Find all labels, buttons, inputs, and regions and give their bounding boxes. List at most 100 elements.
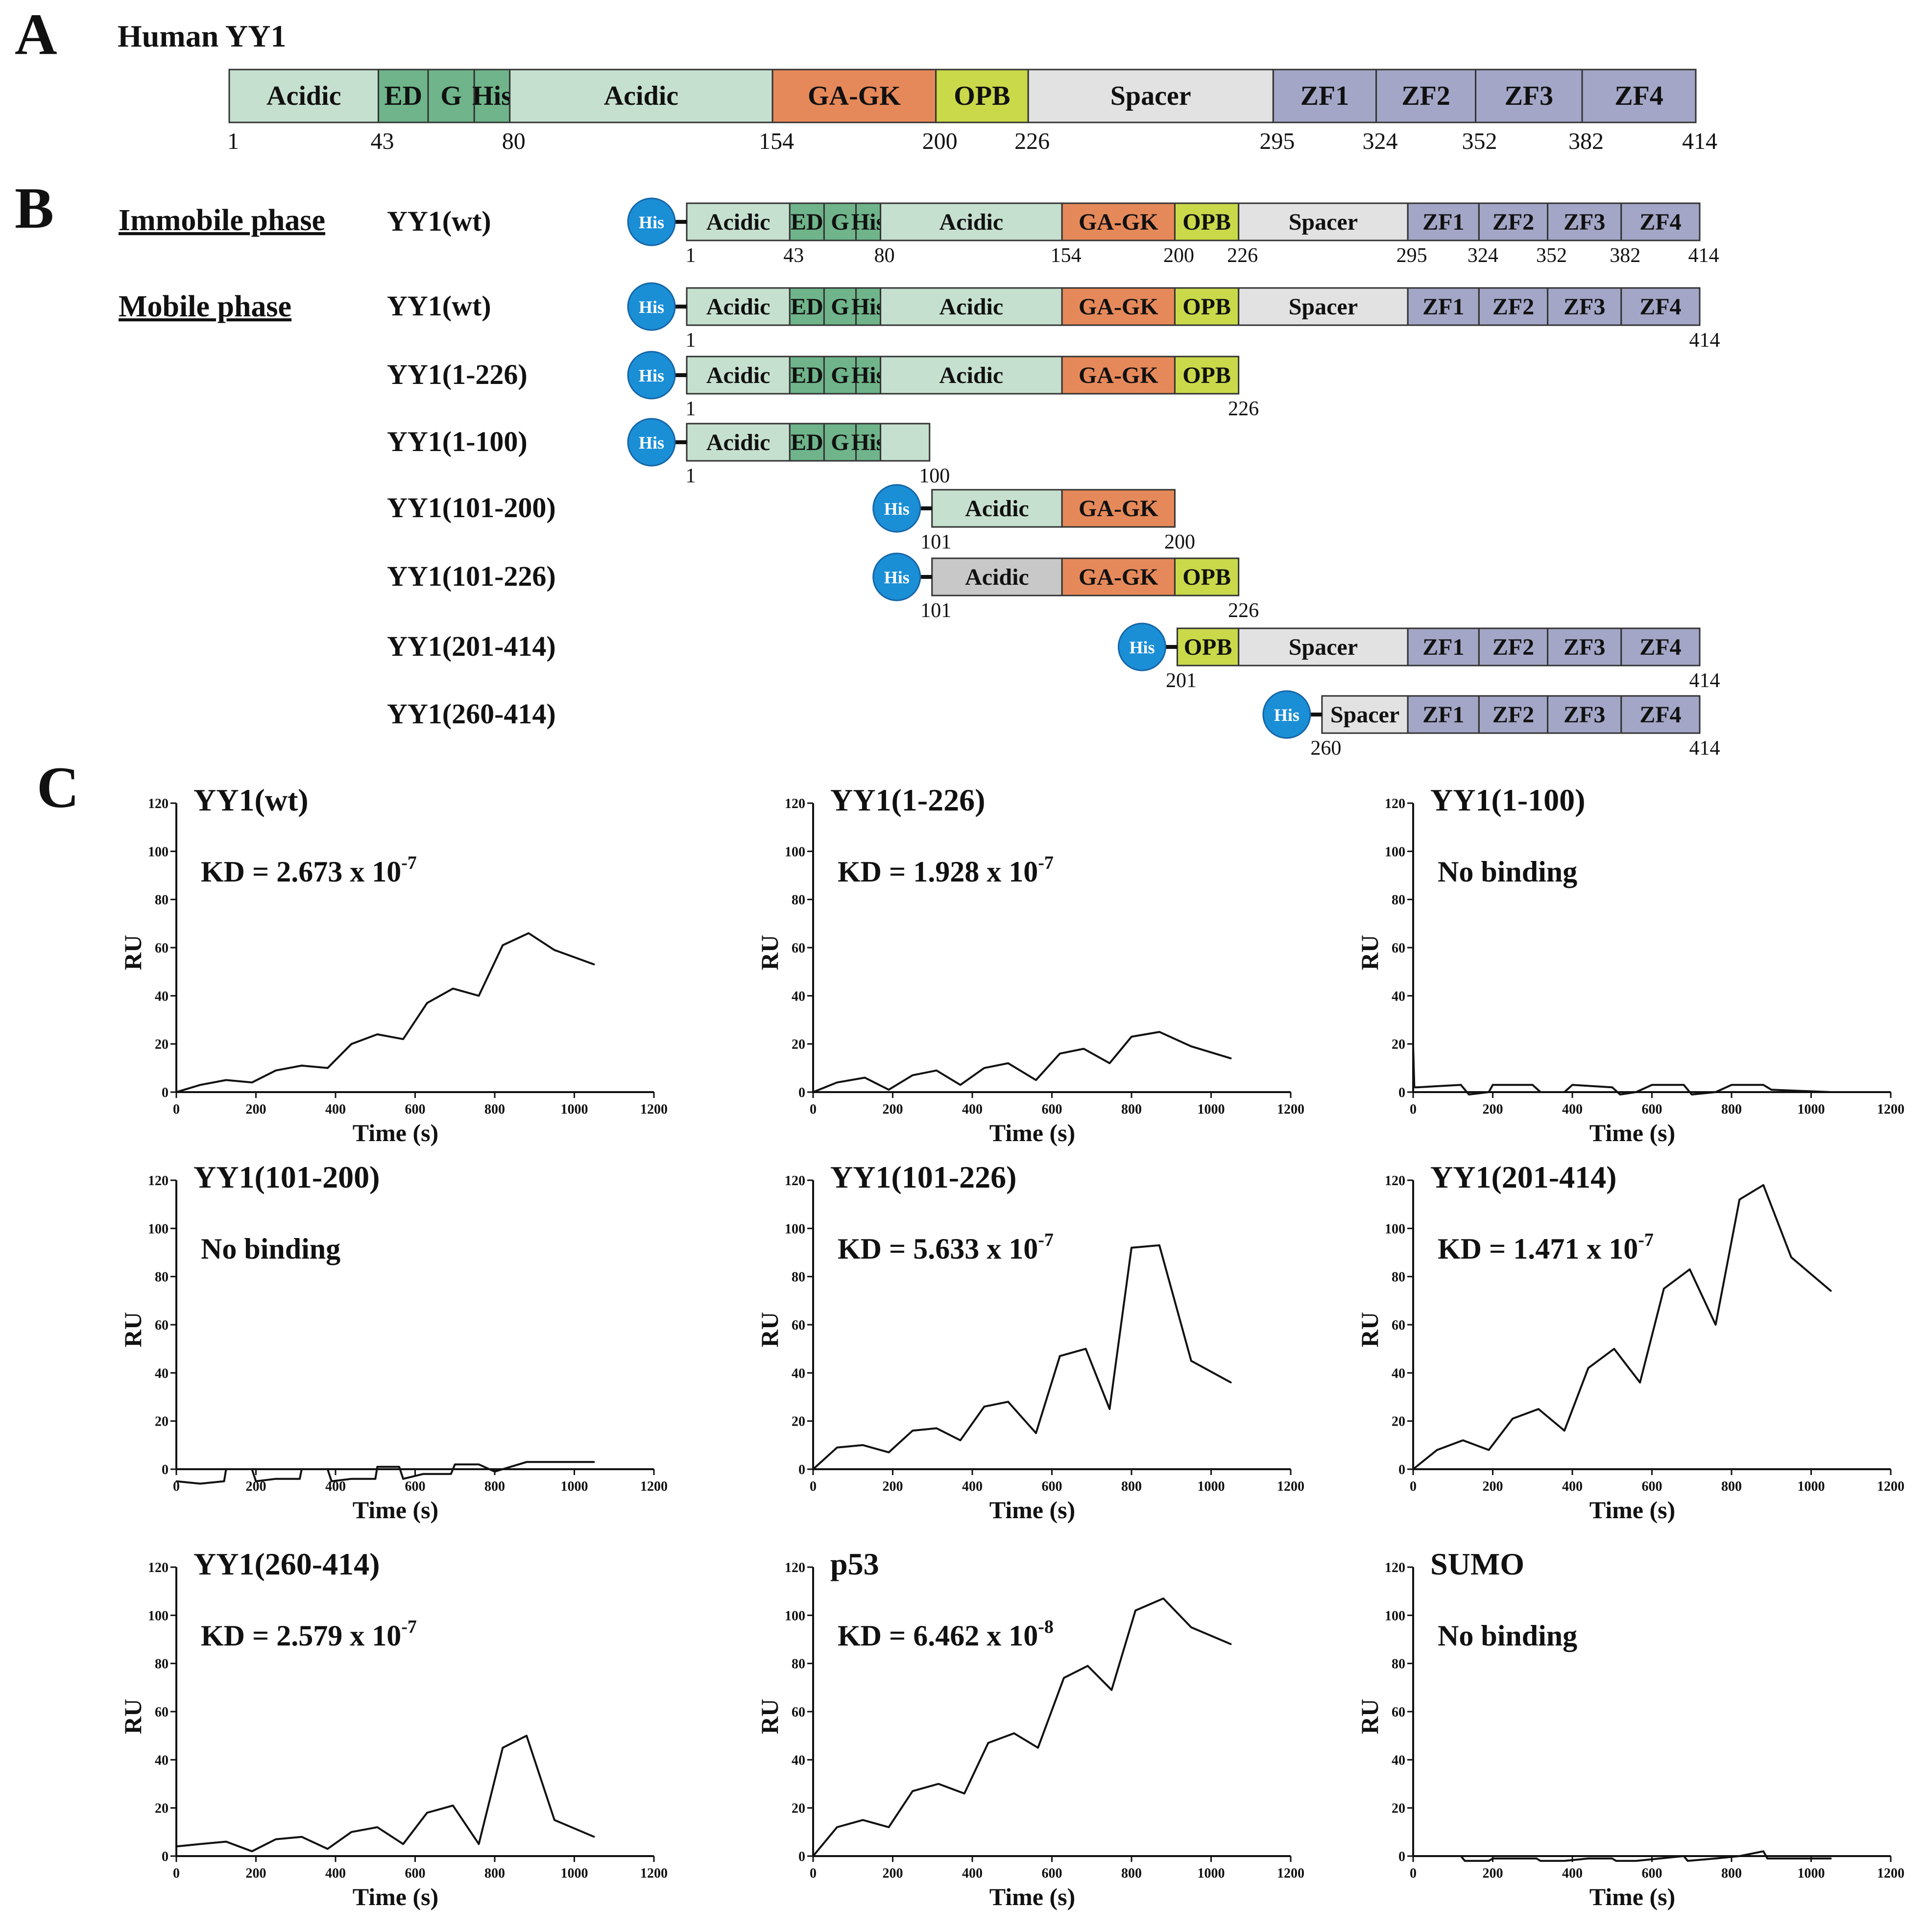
data-point [1230, 1643, 1232, 1645]
data-point [960, 1084, 962, 1086]
y-tick-label: 60 [1392, 1318, 1405, 1333]
data-point [1538, 1408, 1540, 1410]
construct-segment-label: G [831, 294, 849, 320]
data-point [402, 1038, 404, 1040]
construct-segment-label: ZF4 [1639, 702, 1681, 728]
data-point [1412, 1046, 1414, 1048]
y-tick-label: 0 [162, 1462, 169, 1478]
y-tick-label: 120 [148, 796, 169, 811]
x-tick-label: 1000 [1198, 1479, 1225, 1494]
data-point [251, 1468, 253, 1470]
chart-title: p53 [830, 1547, 879, 1581]
kd-annotation: No binding [1438, 856, 1577, 888]
data-point [1460, 1084, 1462, 1086]
data-point [1715, 1324, 1716, 1326]
construct-name: YY1(1-226) [387, 358, 528, 390]
y-tick-label: 120 [148, 1173, 169, 1189]
x-tick-label: 1200 [640, 1866, 668, 1881]
data-point [1488, 1091, 1490, 1093]
x-tick-label: 600 [1042, 1866, 1062, 1881]
construct-segment-label: OPB [1182, 209, 1231, 235]
construct-segment-label: ZF3 [1564, 209, 1605, 235]
construct-start: 201 [1166, 669, 1197, 692]
construct-segment-label: G [831, 362, 849, 388]
x-tick-label: 400 [1562, 1866, 1583, 1881]
chart-title: YY1(wt) [193, 783, 309, 817]
y-tick-label: 20 [155, 1037, 169, 1052]
construct-segment [1061, 202, 1176, 241]
construct-segment [686, 423, 791, 462]
his-tag-icon [1117, 622, 1166, 671]
chart-title: YY1(101-226) [830, 1160, 1016, 1194]
construct-start: 1 [686, 398, 696, 420]
data-point [251, 1850, 253, 1852]
construct-position: 80 [874, 244, 895, 267]
data-point [836, 1826, 838, 1828]
construct-segment-label: Spacer [1330, 702, 1399, 728]
y-tick-label: 0 [798, 1462, 805, 1478]
data-point [478, 1463, 480, 1465]
x-tick-label: 200 [246, 1866, 266, 1881]
y-tick-label: 60 [155, 1318, 169, 1333]
data-point [1512, 1418, 1514, 1420]
domain-block [1027, 69, 1274, 123]
data-point [1110, 1689, 1112, 1691]
data-point [593, 1461, 595, 1463]
construct-segment [686, 287, 791, 326]
x-tick-label: 200 [883, 1479, 903, 1494]
construct-position: 324 [1468, 244, 1498, 267]
x-axis-label: Time (s) [1589, 1119, 1675, 1146]
data-point [502, 944, 504, 946]
construct-segment [880, 202, 1063, 241]
data-point [1588, 1367, 1589, 1369]
construct-segment-label: ZF1 [1422, 702, 1464, 728]
construct-segment-label: ZF2 [1493, 634, 1534, 660]
x-tick-label: 1000 [1798, 1102, 1825, 1117]
kd-exponent: -7 [1038, 853, 1054, 873]
data-point [1035, 1079, 1037, 1081]
x-tick-label: 0 [810, 1102, 817, 1117]
construct-segment-label: His [851, 429, 885, 455]
response-curve [812, 1244, 1232, 1470]
data-point [452, 988, 454, 990]
kd-annotation: KD = 2.579 x 10-7 [201, 1617, 417, 1652]
x-tick-label: 600 [1642, 1102, 1662, 1117]
y-tick-label: 120 [1385, 796, 1405, 811]
construct-segment-label: Acidic [706, 362, 770, 388]
data-point [299, 1478, 301, 1480]
y-tick-label: 60 [155, 941, 169, 956]
y-tick-label: 0 [1398, 1849, 1405, 1864]
data-point [862, 1444, 864, 1446]
data-point [1611, 1858, 1613, 1860]
data-point [938, 1783, 939, 1785]
immobile-phase-label: Immobile phase [119, 204, 325, 237]
construct-segment-label: ZF1 [1422, 209, 1464, 235]
construct-position: 382 [1610, 244, 1640, 267]
y-axis-label: RU [756, 935, 783, 970]
panel-a-title: Human YY1 [118, 19, 286, 53]
data-point [1190, 1360, 1192, 1362]
construct-segment-label: OPB [1184, 634, 1232, 660]
data-point [301, 1836, 303, 1838]
construct-segment [1061, 356, 1176, 395]
construct-segment-label: Acidic [706, 294, 770, 320]
data-point [1830, 1290, 1832, 1292]
x-axis-label: Time (s) [353, 1883, 438, 1910]
x-axis-label: Time (s) [989, 1119, 1075, 1146]
construct-end: 414 [1689, 737, 1720, 760]
x-tick-label: 1200 [1277, 1866, 1304, 1881]
chart-title: YY1(1-100) [1430, 783, 1585, 817]
kd-annotation: KD = 2.673 x 10-7 [201, 853, 417, 888]
x-tick-label: 200 [1483, 1866, 1503, 1881]
domain-block [1581, 69, 1697, 123]
data-point [888, 1089, 890, 1091]
x-tick-label: 600 [1642, 1479, 1662, 1494]
his-tag-label: His [639, 213, 664, 232]
y-tick-label: 120 [148, 1560, 169, 1575]
construct-segment-label: GA-GK [1079, 564, 1158, 590]
construct-segment-label: Acidic [965, 496, 1029, 522]
data-point [376, 1466, 378, 1468]
x-tick-label: 1000 [1798, 1479, 1825, 1494]
construct-segment [789, 423, 825, 462]
x-tick-label: 600 [405, 1866, 426, 1881]
